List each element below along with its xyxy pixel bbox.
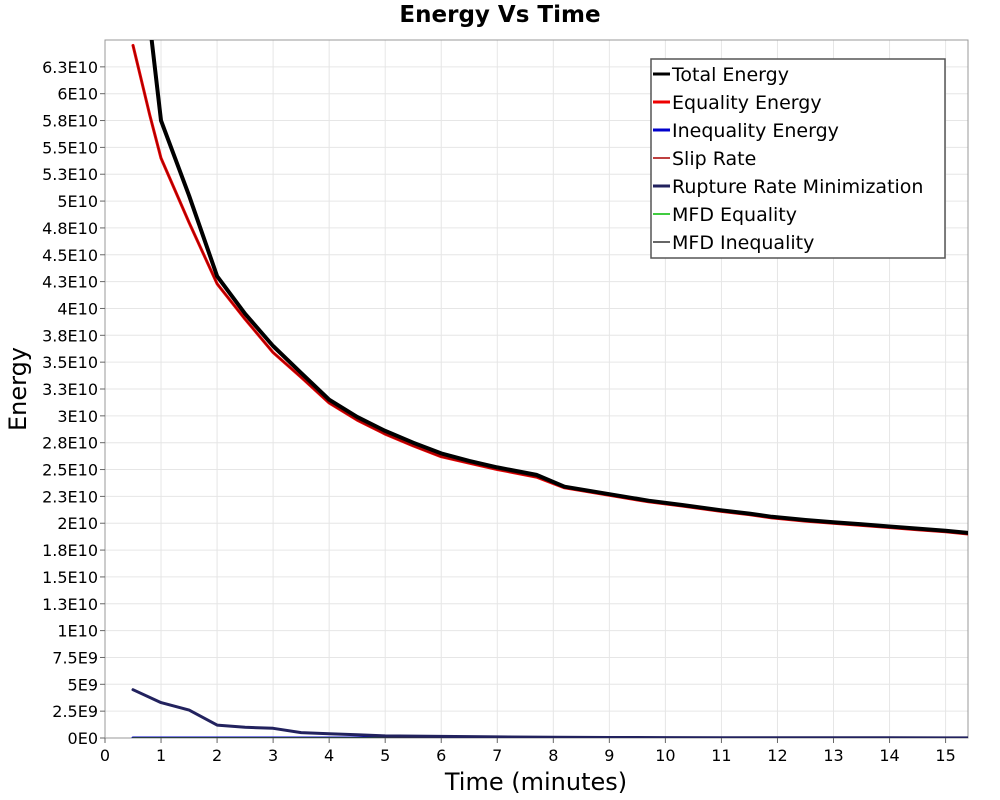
y-tick-label: 2.8E10 <box>42 434 98 453</box>
y-tick-label: 2.3E10 <box>42 487 98 506</box>
x-tick-label: 13 <box>823 746 843 765</box>
x-tick-label: 11 <box>711 746 731 765</box>
series-line-rupture-rate-minimization <box>131 688 968 738</box>
x-tick-label: 4 <box>324 746 334 765</box>
axes: 0E02.5E95E97.5E91E101.3E101.5E101.8E102E… <box>42 58 956 765</box>
y-tick-label: 1.5E10 <box>42 568 98 587</box>
legend-label: Rupture Rate Minimization <box>672 176 923 198</box>
y-tick-label: 2.5E10 <box>42 461 98 480</box>
x-tick-label: 3 <box>268 746 278 765</box>
legend-label: Equality Energy <box>672 92 822 114</box>
y-tick-label: 3.3E10 <box>42 380 98 399</box>
series-line-total-energy <box>149 40 968 535</box>
y-axis-title: Energy <box>4 347 32 431</box>
legend-label: Inequality Energy <box>672 120 839 142</box>
legend-box <box>650 58 946 259</box>
x-tick-label: 5 <box>380 746 390 765</box>
legend-label: Slip Rate <box>672 148 756 170</box>
y-tick-label: 7.5E9 <box>52 648 98 667</box>
y-tick-label: 6.3E10 <box>42 58 98 77</box>
y-tick-label: 1E10 <box>57 622 98 641</box>
legend-label: MFD Inequality <box>672 232 814 254</box>
y-tick-label: 6E10 <box>57 85 98 104</box>
chart-title: Energy Vs Time <box>399 2 601 28</box>
x-tick-label: 15 <box>935 746 955 765</box>
x-tick-label: 10 <box>655 746 675 765</box>
y-tick-label: 5E10 <box>57 192 98 211</box>
y-tick-label: 3.5E10 <box>42 353 98 372</box>
x-tick-label: 12 <box>767 746 787 765</box>
x-axis-title: Time (minutes) <box>444 768 627 796</box>
x-tick-label: 0 <box>100 746 110 765</box>
x-tick-label: 8 <box>548 746 558 765</box>
x-tick-label: 7 <box>492 746 502 765</box>
y-tick-label: 3E10 <box>57 407 98 426</box>
y-tick-label: 5E9 <box>68 675 98 694</box>
x-tick-label: 1 <box>156 746 166 765</box>
x-tick-label: 6 <box>436 746 446 765</box>
legend: Total Energy Equality Energy Inequality En… <box>650 58 946 259</box>
y-tick-label: 0E0 <box>68 729 98 748</box>
x-tick-label: 2 <box>212 746 222 765</box>
series-lines <box>131 40 968 738</box>
y-tick-label: 4.8E10 <box>42 219 98 238</box>
x-tick-label: 9 <box>604 746 614 765</box>
y-tick-label: 4.3E10 <box>42 273 98 292</box>
legend-label: Total Energy <box>671 64 789 86</box>
x-tick-label: 14 <box>879 746 899 765</box>
y-tick-label: 2.5E9 <box>52 702 98 721</box>
y-tick-label: 3.8E10 <box>42 326 98 345</box>
y-tick-label: 1.3E10 <box>42 595 98 614</box>
y-tick-label: 4.5E10 <box>42 246 98 265</box>
legend-label: MFD Equality <box>672 204 797 226</box>
y-tick-label: 1.8E10 <box>42 541 98 560</box>
y-tick-label: 5.3E10 <box>42 165 98 184</box>
y-tick-label: 2E10 <box>57 514 98 533</box>
y-tick-label: 5.8E10 <box>42 112 98 131</box>
y-tick-label: 5.5E10 <box>42 138 98 157</box>
y-tick-label: 4E10 <box>57 299 98 318</box>
